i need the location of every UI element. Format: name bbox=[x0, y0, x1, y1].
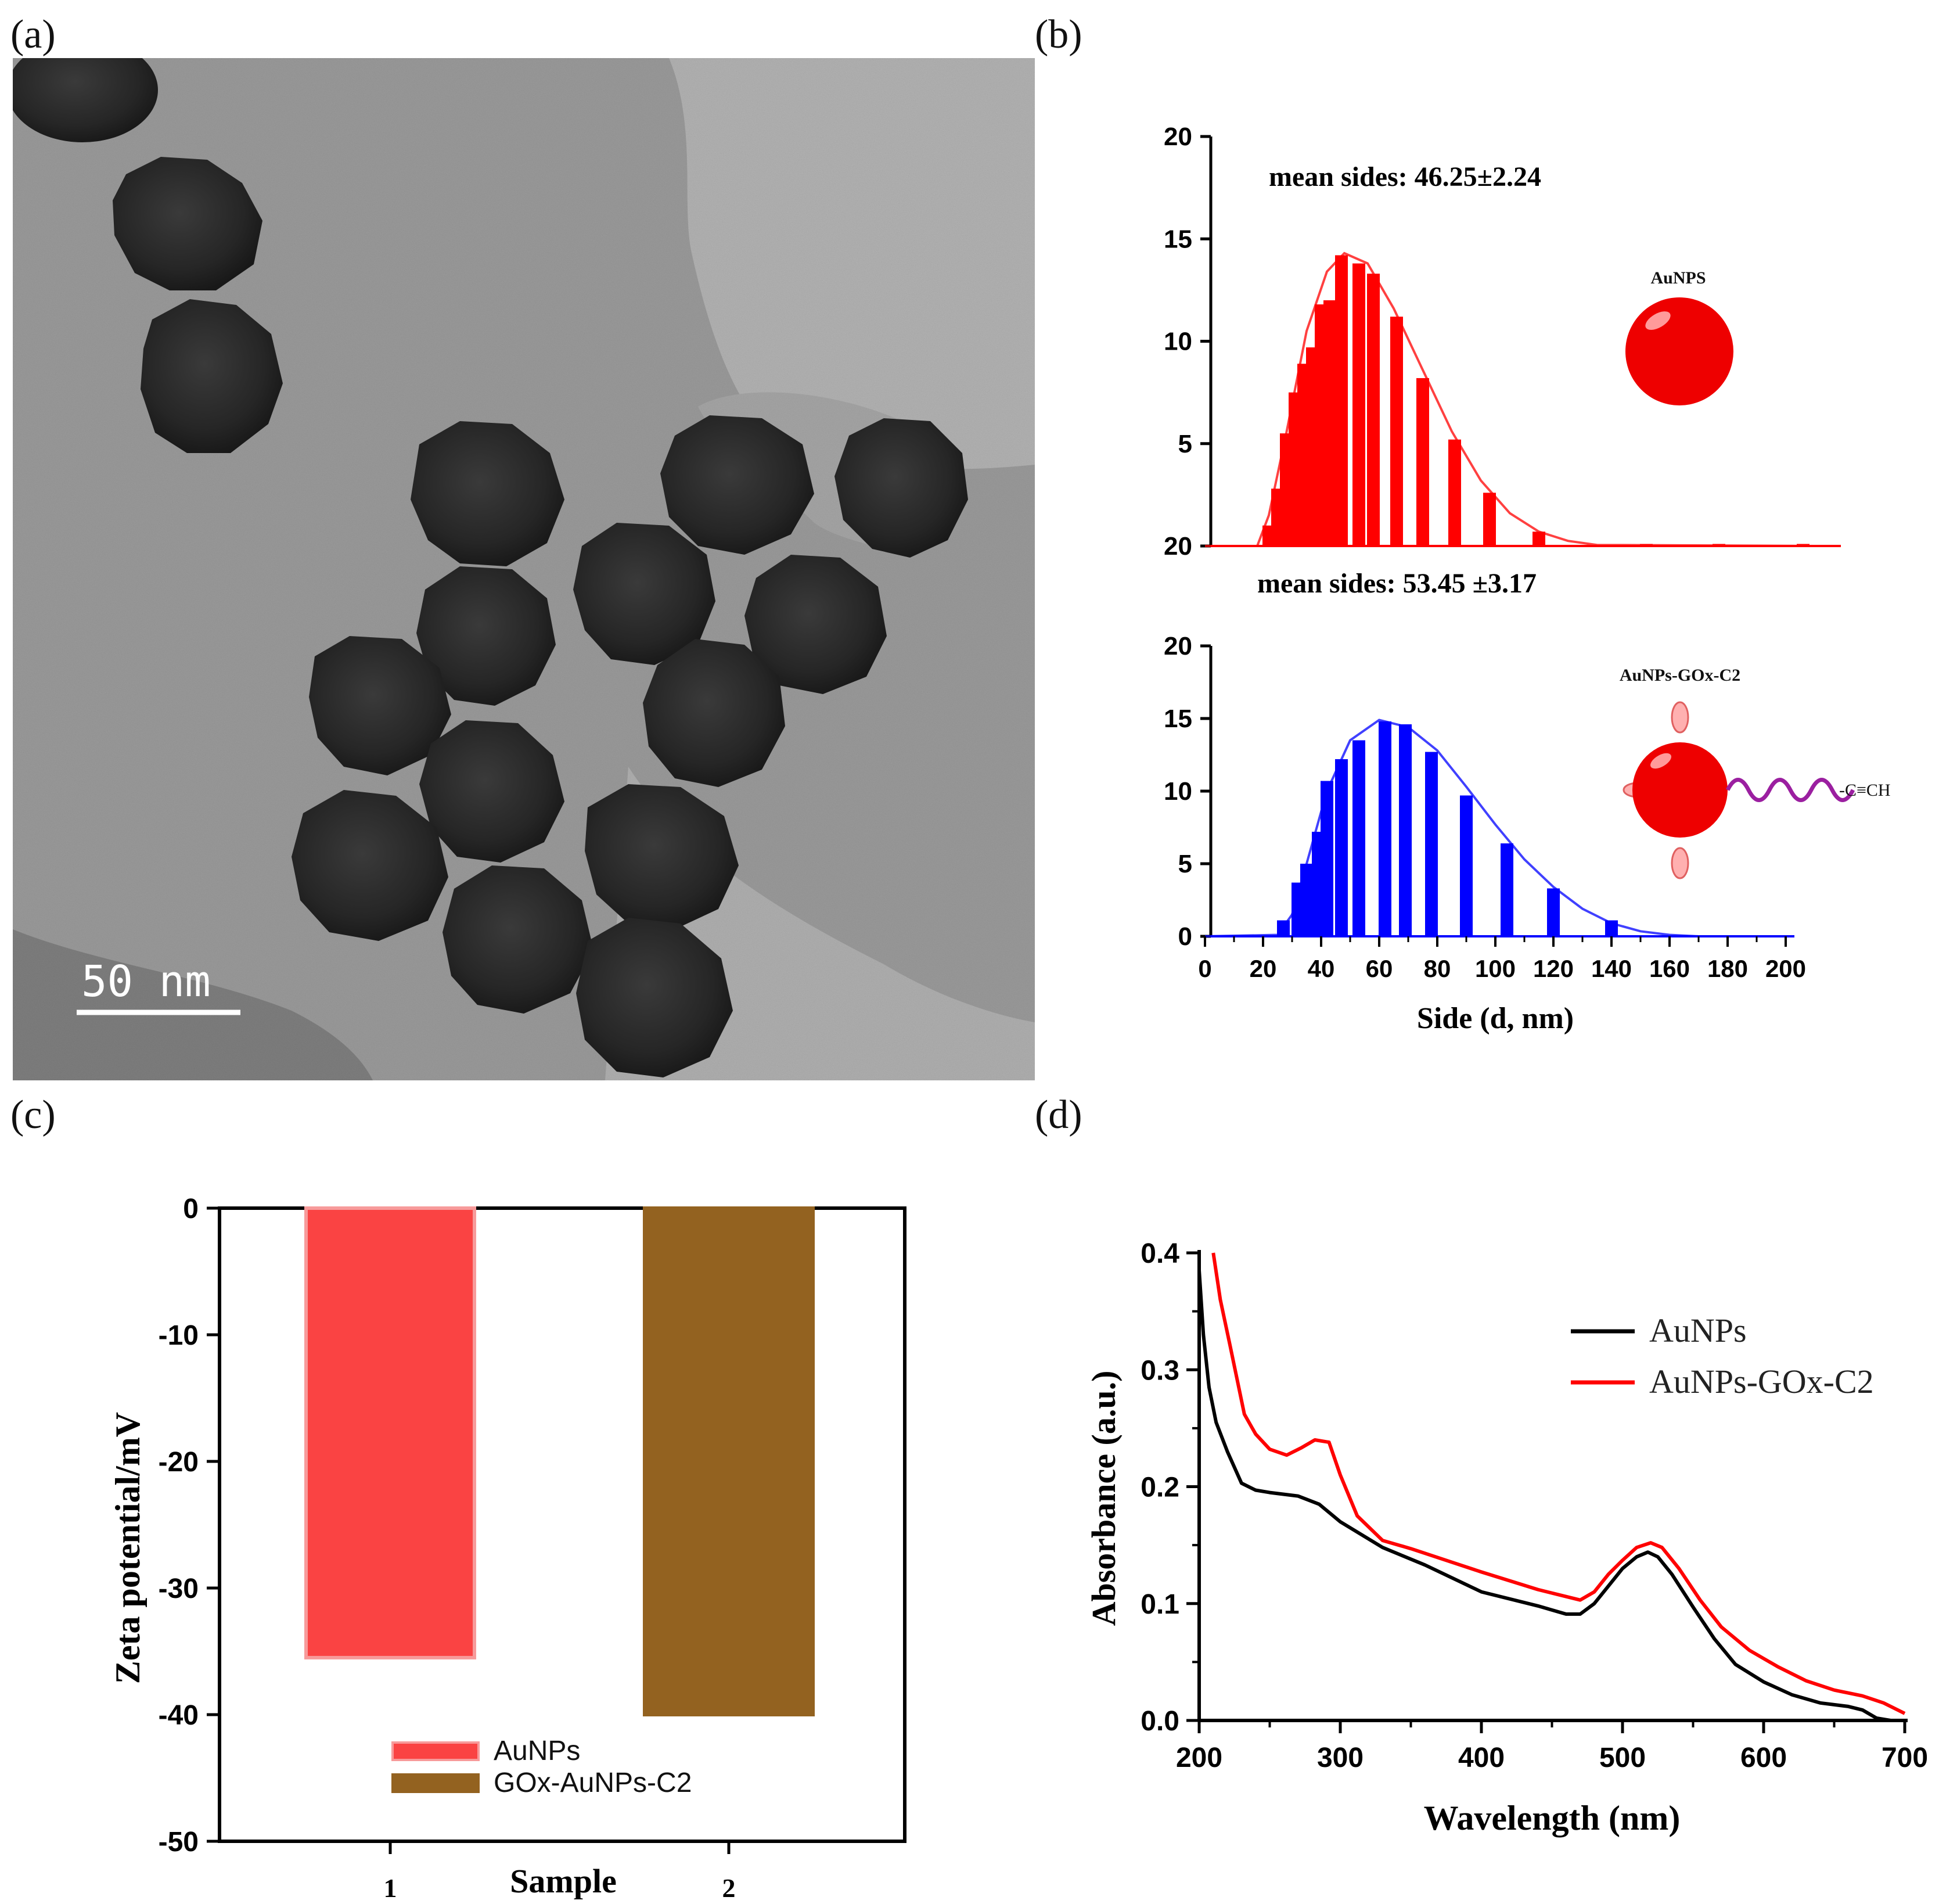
y-tick-label: 20 bbox=[1164, 632, 1192, 660]
histogram-bar bbox=[1533, 531, 1545, 546]
x-tick-label: 120 bbox=[1533, 955, 1574, 982]
y-tick-label: 5 bbox=[1178, 850, 1192, 878]
bar-aunps bbox=[304, 1206, 476, 1659]
histogram-bar bbox=[1335, 255, 1348, 546]
y-tick-label: 0.3 bbox=[1141, 1355, 1179, 1386]
histogram-bar bbox=[1425, 752, 1438, 936]
histogram-bar bbox=[1460, 795, 1473, 936]
x-tick-label: 400 bbox=[1458, 1743, 1505, 1773]
y-tick-label: 0.1 bbox=[1141, 1589, 1179, 1620]
bar-gox-aunps-c2 bbox=[643, 1206, 815, 1716]
fit-curve-aunps-gox-c2 bbox=[1204, 719, 1771, 937]
histogram-bar bbox=[1448, 439, 1461, 546]
histogram-bar bbox=[1335, 759, 1348, 936]
histogram-bar bbox=[1483, 493, 1496, 546]
aunps-schematic: AuNPS bbox=[1625, 268, 1733, 405]
mean-annotation: mean sides: 53.45 ±3.17 bbox=[1257, 568, 1537, 599]
histogram-svg: 20 15 10 5 20 mean sides: 46.25±2.24 20 15 10 5 0 m… bbox=[1164, 123, 1891, 1035]
histogram-bar bbox=[1352, 263, 1365, 546]
y-tick-label: 0 bbox=[183, 1194, 199, 1224]
x-tick-label: 180 bbox=[1707, 955, 1748, 982]
y-tick-label: 10 bbox=[1164, 328, 1192, 356]
legend-label-aunps: AuNPs bbox=[1649, 1312, 1747, 1349]
scale-bar-label: 50 nm bbox=[81, 957, 211, 1007]
y-tick-label: -10 bbox=[159, 1320, 199, 1351]
x-tick-label: 100 bbox=[1475, 955, 1516, 982]
x-tick-label: 20 bbox=[1250, 955, 1277, 982]
histogram-bar bbox=[1399, 724, 1412, 936]
zeta-potential-chart: 0 -10 -20 -30 -40 -50 1 2 AuNPs GOx-AuNPs-C2 Sampl… bbox=[93, 1156, 941, 1903]
y-tick-label: 0.4 bbox=[1141, 1238, 1179, 1269]
line-aunps bbox=[1197, 1270, 1891, 1722]
y-tick-label: -20 bbox=[159, 1447, 199, 1478]
y-tick-label: -40 bbox=[159, 1700, 199, 1731]
tem-image: 50 nm bbox=[13, 58, 1035, 1080]
alkyne-group-label: -C≡CH bbox=[1839, 781, 1891, 800]
y-axis-title: Absorbance (a.u.) bbox=[1085, 1371, 1123, 1626]
x-axis-title: Wavelength (nm) bbox=[1424, 1799, 1681, 1837]
line-aunps-gox-c2 bbox=[1211, 1252, 1906, 1715]
plot-frame bbox=[218, 1206, 906, 1843]
y-tick-label: 20 bbox=[1164, 532, 1192, 561]
y-tick-label: 20 bbox=[1164, 123, 1192, 151]
y-axis-title: Zeta potential/mV bbox=[109, 1412, 147, 1684]
histogram-bar bbox=[1416, 378, 1429, 546]
y-tick-label: 0.2 bbox=[1141, 1472, 1179, 1503]
histogram-bar bbox=[1390, 317, 1403, 546]
x-tick-label: 2 bbox=[722, 1873, 736, 1899]
x-tick-label: 500 bbox=[1599, 1743, 1646, 1773]
histogram-bar bbox=[1321, 781, 1333, 936]
y-tick-label: -50 bbox=[159, 1827, 199, 1858]
histogram-bar bbox=[1323, 300, 1336, 546]
histogram-bar bbox=[1501, 843, 1513, 936]
histogram-bar bbox=[1300, 864, 1313, 936]
histogram-chart: 20 15 10 5 20 mean sides: 46.25±2.24 20 15 10 5 0 m… bbox=[1037, 105, 1939, 1080]
x-axis-title: Sample bbox=[510, 1862, 617, 1899]
y-tick-label: 10 bbox=[1164, 777, 1192, 806]
y-tick-label: 0 bbox=[1178, 922, 1192, 951]
nanoparticles bbox=[13, 58, 968, 1077]
legend-swatch-aunps bbox=[391, 1741, 480, 1761]
x-tick-label: 700 bbox=[1882, 1743, 1928, 1773]
x-tick-label: 40 bbox=[1308, 955, 1335, 982]
x-tick-label: 0 bbox=[1198, 955, 1211, 982]
panel-label-d: (d) bbox=[1035, 1093, 1082, 1137]
absorbance-chart: 0.0 0.1 0.2 0.3 0.4 200 300 400 500 600 700 AuNPs Au… bbox=[1045, 1197, 1939, 1901]
x-tick-label: 80 bbox=[1424, 955, 1451, 982]
legend-label-aunps: AuNPs bbox=[494, 1736, 580, 1766]
x-tick-label: 60 bbox=[1366, 955, 1393, 982]
histogram-bar bbox=[1379, 721, 1391, 936]
x-tick-label: 140 bbox=[1591, 955, 1632, 982]
legend-label-gox-aunps-c2: GOx-AuNPs-C2 bbox=[494, 1768, 692, 1798]
panel-label-c: (c) bbox=[10, 1093, 56, 1137]
legend-label-aunps-gox-c2: AuNPs-GOx-C2 bbox=[1649, 1363, 1874, 1400]
histogram-bar bbox=[1367, 274, 1380, 546]
panel-label-b: (b) bbox=[1035, 12, 1082, 57]
tem-micrograph: 50 nm bbox=[13, 58, 1035, 1080]
x-axis-title: Side (d, nm) bbox=[1417, 1002, 1574, 1035]
y-tick-label: -30 bbox=[159, 1574, 199, 1604]
x-tick-label: 200 bbox=[1765, 955, 1806, 982]
x-tick-label: 200 bbox=[1176, 1743, 1222, 1773]
x-tick-label: 1 bbox=[384, 1873, 397, 1899]
panel-label-a: (a) bbox=[10, 12, 56, 57]
aunps-schematic-label: AuNPS bbox=[1650, 268, 1706, 288]
aunps-gox-c2-schematic-label: AuNPs-GOx-C2 bbox=[1620, 666, 1740, 685]
fit-curve-aunps bbox=[1205, 252, 1815, 547]
mean-annotation: mean sides: 46.25±2.24 bbox=[1269, 161, 1541, 192]
y-tick-label: 0.0 bbox=[1141, 1706, 1179, 1737]
aunps-gox-c2-schematic: AuNPs-GOx-C2 -C≡CH bbox=[1620, 666, 1891, 879]
x-tick-label: 600 bbox=[1740, 1743, 1787, 1773]
histogram-bar bbox=[1547, 888, 1560, 936]
y-tick-label: 5 bbox=[1178, 430, 1192, 458]
x-tick-label: 160 bbox=[1649, 955, 1690, 982]
y-tick-label: 15 bbox=[1164, 225, 1192, 253]
legend-swatch-gox-aunps-c2 bbox=[391, 1773, 480, 1793]
x-tick-label: 300 bbox=[1317, 1743, 1364, 1773]
histogram-bar bbox=[1352, 740, 1365, 936]
absorbance-svg: 0.0 0.1 0.2 0.3 0.4 200 300 400 500 600 700 AuNPs Au… bbox=[1085, 1238, 1928, 1837]
y-tick-label: 15 bbox=[1164, 705, 1192, 733]
